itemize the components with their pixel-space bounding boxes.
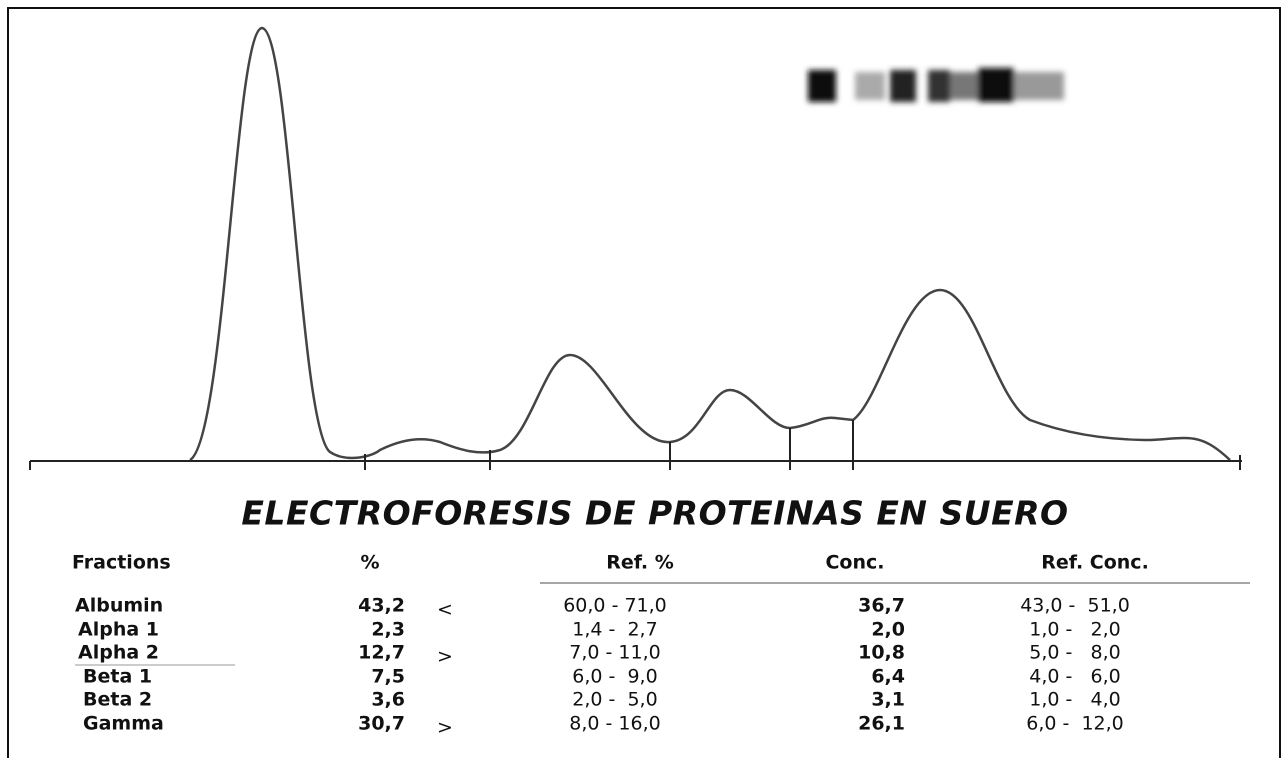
- conc-cell: 3,1: [871, 689, 905, 711]
- percent-cell: 2,3: [371, 619, 405, 641]
- page: ELECTROFORESIS DE PROTEINAS EN SUERO Fra…: [0, 0, 1286, 758]
- column-header: Ref. Conc.: [1041, 552, 1149, 574]
- fraction-cell: Alpha 2: [78, 642, 159, 664]
- column-header: Fractions: [72, 552, 171, 574]
- ref-percent-cell: 6,0 - 9,0: [572, 666, 657, 688]
- report-title: ELECTROFORESIS DE PROTEINAS EN SUERO: [241, 494, 1068, 533]
- densitometry-curve: [190, 28, 1230, 460]
- flag-cell: >: [437, 717, 453, 739]
- ref-percent-cell: 2,0 - 5,0: [572, 689, 657, 711]
- percent-cell: 12,7: [358, 642, 405, 664]
- gel-strip: [808, 68, 1064, 102]
- ref-conc-cell: 1,0 - 2,0: [1029, 619, 1120, 641]
- percent-cell: 7,5: [371, 666, 405, 688]
- conc-cell: 10,8: [858, 642, 905, 664]
- column-header: Conc.: [825, 552, 884, 574]
- flag-cell: <: [437, 599, 453, 621]
- ref-conc-cell: 5,0 - 8,0: [1029, 642, 1120, 664]
- fraction-cell: Albumin: [75, 595, 163, 617]
- ref-percent-cell: 7,0 - 11,0: [569, 642, 660, 664]
- fraction-cell: Beta 1: [83, 666, 152, 688]
- baseline-axis: [30, 420, 1242, 470]
- conc-cell: 6,4: [871, 666, 905, 688]
- column-header: Ref. %: [606, 552, 674, 574]
- ref-conc-cell: 6,0 - 12,0: [1026, 713, 1124, 735]
- conc-cell: 36,7: [858, 595, 905, 617]
- column-header: %: [360, 552, 379, 574]
- document: ELECTROFORESIS DE PROTEINAS EN SUERO Fra…: [0, 0, 1286, 758]
- ref-conc-cell: 1,0 - 4,0: [1029, 689, 1120, 711]
- percent-cell: 3,6: [371, 689, 405, 711]
- percent-cell: 43,2: [358, 595, 405, 617]
- ref-percent-cell: 60,0 - 71,0: [563, 595, 667, 617]
- conc-cell: 2,0: [871, 619, 905, 641]
- percent-cell: 30,7: [358, 713, 405, 735]
- ref-percent-cell: 1,4 - 2,7: [572, 619, 657, 641]
- ref-conc-cell: 4,0 - 6,0: [1029, 666, 1120, 688]
- fraction-cell: Beta 2: [83, 689, 152, 711]
- ref-conc-cell: 43,0 - 51,0: [1020, 595, 1130, 617]
- ref-percent-cell: 8,0 - 16,0: [569, 713, 660, 735]
- conc-cell: 26,1: [858, 713, 905, 735]
- fraction-cell: Alpha 1: [78, 619, 159, 641]
- flag-cell: >: [437, 646, 453, 668]
- fraction-cell: Gamma: [83, 713, 164, 735]
